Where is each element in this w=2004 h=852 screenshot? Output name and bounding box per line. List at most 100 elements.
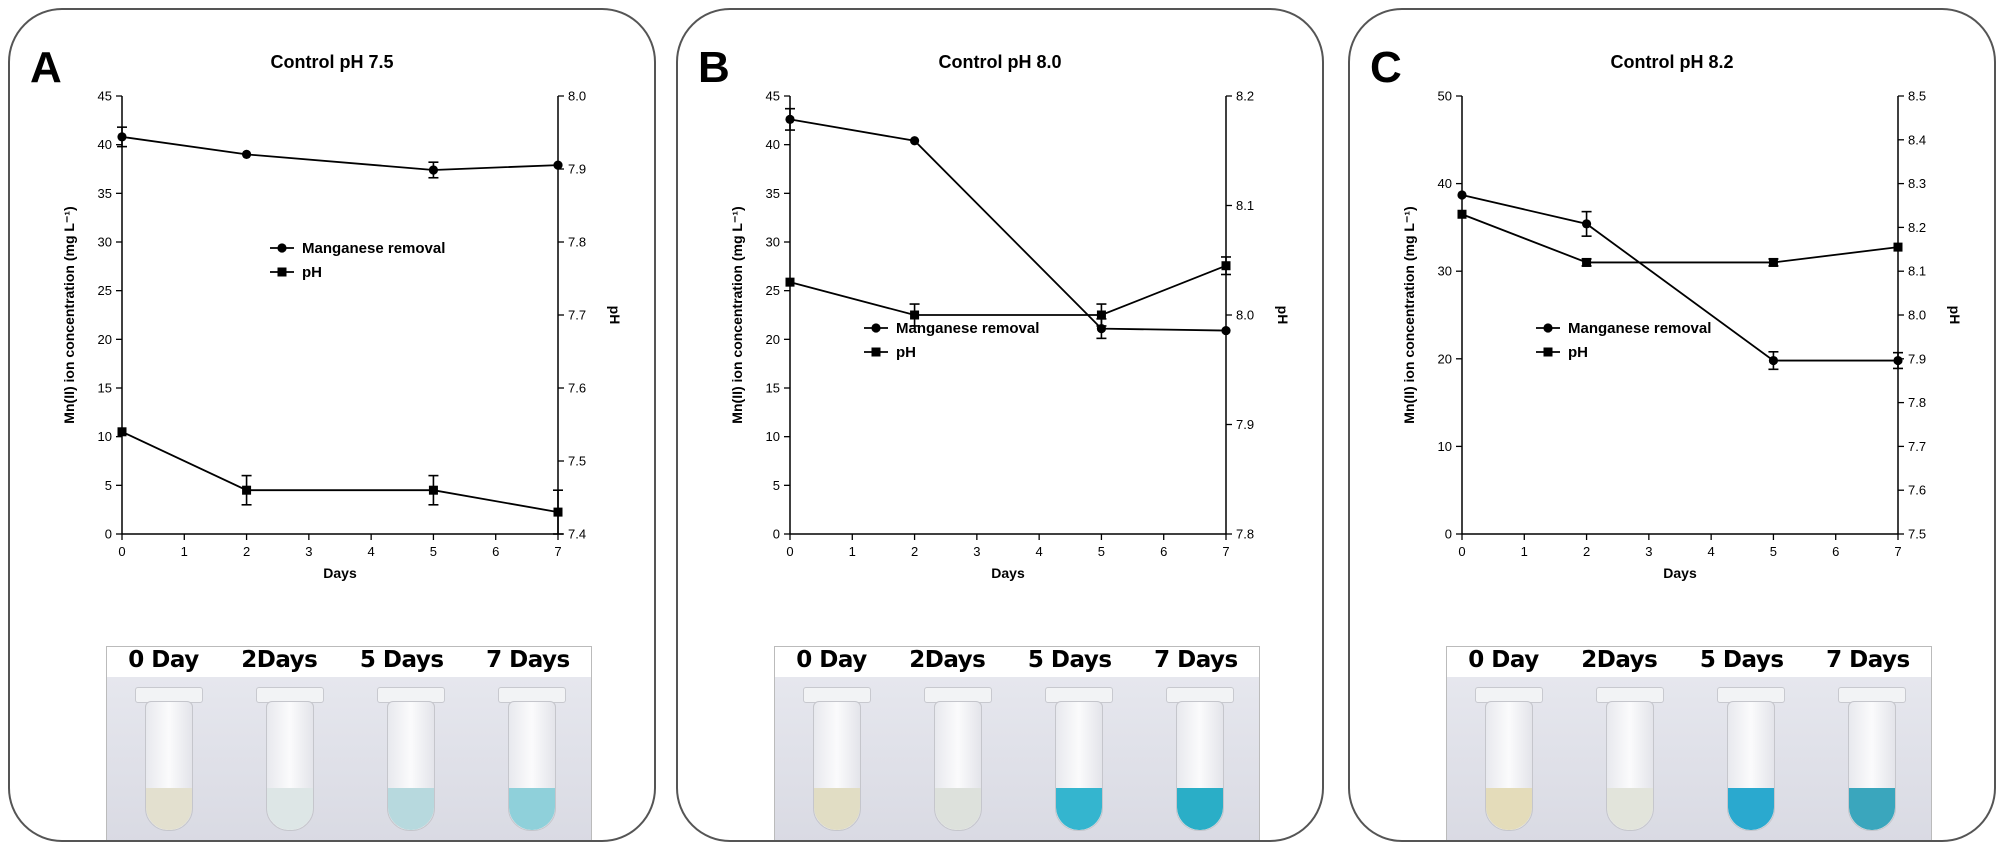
microtube-liquid (1055, 788, 1102, 830)
chart-title: Control pH 7.5 (270, 52, 394, 72)
legend-marker-circle (871, 323, 881, 333)
ph-data-point (117, 427, 127, 437)
y-tick-label-right: 8.2 (1908, 220, 1926, 235)
tube-photo: 0 Day 2Days 5 Days 7 Days (106, 646, 592, 840)
y-tick-label-left: 0 (105, 527, 112, 542)
y-tick-label-left: 45 (98, 89, 112, 104)
microtube-body (1054, 701, 1103, 831)
microtube (1715, 687, 1785, 833)
x-tick-label: 4 (368, 544, 375, 559)
microtube-liquid (1176, 788, 1223, 830)
panel-letter: C (1370, 43, 1402, 92)
chart-title: Control pH 8.0 (938, 52, 1062, 72)
x-tick-label: 2 (243, 544, 250, 559)
y-tick-label-right: 7.5 (1908, 527, 1926, 542)
y-tick-label-left: 20 (766, 332, 780, 347)
x-tick-label: 5 (430, 544, 437, 559)
y-tick-label-right: 7.5 (568, 454, 586, 469)
panel-letter: A (30, 43, 62, 92)
y-axis-label-right: pH (1275, 306, 1291, 325)
ph-series-line (121, 430, 559, 513)
y-axis-label-left: Mn(II) ion concentration (mg L⁻¹) (1401, 206, 1417, 423)
ph-data-point (1457, 209, 1467, 219)
microtube (254, 687, 324, 833)
ph-data-point (1096, 310, 1106, 320)
y-tick-label-left: 20 (1438, 351, 1452, 366)
y-tick-label-right: 8.2 (1236, 89, 1254, 104)
manganese-data-point (428, 165, 439, 175)
day-label: 5 Days (359, 647, 444, 673)
x-tick-label: 7 (1894, 544, 1901, 559)
microtube-body (507, 701, 556, 831)
ph-series-line (1461, 213, 1899, 264)
manganese-data-point (1768, 355, 1779, 366)
x-axis-label: Days (991, 565, 1025, 581)
y-axis-label-right: pH (1947, 306, 1963, 325)
day-label: 7 Days (1826, 647, 1910, 673)
x-tick-label: 7 (554, 544, 561, 559)
y-tick-label-right: 7.8 (568, 235, 586, 250)
legend-label: Manganese removal (302, 240, 445, 257)
microtube (1836, 687, 1906, 833)
y-tick-label-left: 25 (766, 283, 780, 298)
chart-a: 0 1 2 3 4 5 6 70510152025303540457.47.57.67.77.… (61, 89, 623, 582)
microtube (922, 687, 992, 833)
legend-marker-square (1543, 347, 1553, 357)
y-tick-label-right: 7.8 (1236, 527, 1254, 542)
y-axis-label-right: pH (607, 306, 623, 325)
y-tick-label-right: 7.6 (1908, 483, 1926, 498)
y-tick-label-left: 20 (98, 332, 112, 347)
panel-letter: B (698, 43, 730, 92)
y-tick-label-right: 7.9 (1908, 351, 1926, 366)
manganese-data-point (1581, 219, 1592, 229)
y-tick-label-left: 50 (1438, 89, 1452, 104)
microtube-body (1605, 701, 1654, 831)
x-tick-label: 6 (1832, 544, 1839, 559)
y-axis-label-left: Mn(II) ion concentration (mg L⁻¹) (61, 206, 77, 423)
y-tick-label-right: 8.1 (1236, 198, 1254, 213)
ph-data-point (910, 310, 920, 320)
y-tick-label-right: 8.3 (1908, 176, 1926, 191)
y-tick-label-right: 8.0 (1908, 308, 1926, 323)
legend-marker-square (277, 267, 287, 277)
x-tick-label: 2 (1583, 544, 1590, 559)
microtube-body (1175, 701, 1224, 831)
microtube-liquid (934, 788, 981, 830)
ph-data-point (553, 507, 563, 517)
y-tick-label-right: 7.7 (568, 308, 586, 323)
panel-c: 0 1 2 3 4 5 6 7 0 10 20 30 40 50 7.5 7.6 7.7 7.8 7.9 8.0 8.1… (1348, 8, 1996, 842)
ph-data-point (785, 277, 795, 287)
microtube (375, 687, 445, 833)
ph-data-point (428, 485, 438, 495)
legend-marker-circle (1543, 323, 1553, 333)
x-tick-label: 1 (181, 544, 188, 559)
microtube-liquid (813, 788, 860, 830)
y-tick-label-left: 10 (766, 429, 780, 444)
manganese-data-point (785, 114, 795, 124)
microtube-body (144, 701, 193, 831)
ph-data-point (1768, 257, 1778, 267)
y-tick-label-left: 15 (98, 381, 112, 396)
x-tick-label: 0 (786, 544, 793, 559)
manganese-data-point (1457, 190, 1467, 200)
x-tick-label: 3 (1645, 544, 1652, 559)
y-tick-label-left: 0 (1445, 527, 1452, 542)
manganese-data-point (909, 136, 920, 146)
y-tick-label-left: 5 (773, 478, 780, 493)
microtube-body (933, 701, 982, 831)
legend-marker-circle (277, 243, 287, 253)
day-label: 5 Days (1027, 647, 1112, 673)
manganese-data-point (1893, 355, 1903, 366)
x-tick-label: 3 (973, 544, 980, 559)
x-tick-label: 2 (911, 544, 918, 559)
day-label: 2Days (909, 647, 986, 673)
microtube-liquid (1606, 788, 1653, 830)
y-tick-label-left: 30 (1438, 264, 1452, 279)
x-tick-label: 7 (1222, 544, 1229, 559)
legend-label: pH (896, 344, 916, 361)
microtube-body (812, 701, 861, 831)
manganese-data-point (553, 160, 563, 170)
ph-data-point (1221, 261, 1231, 271)
legend-label: Manganese removal (1568, 320, 1711, 337)
y-tick-label-right: 7.4 (568, 527, 586, 542)
